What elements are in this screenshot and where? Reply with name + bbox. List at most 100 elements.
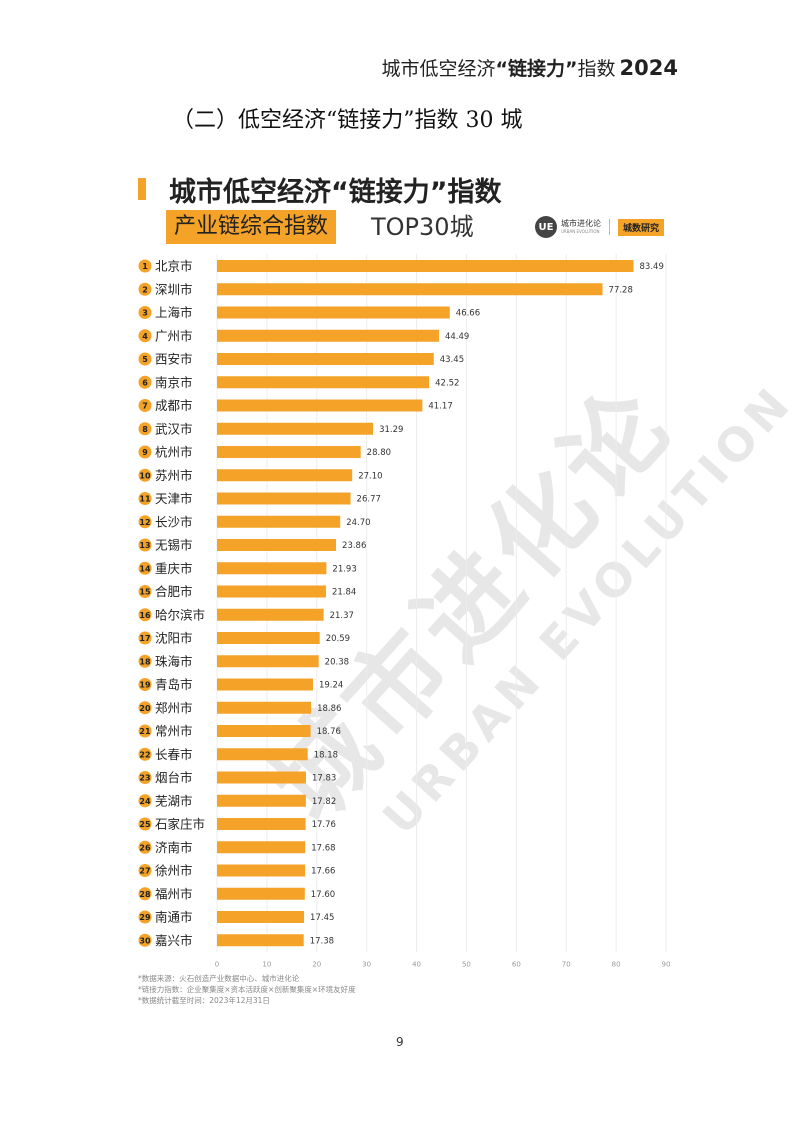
category-label: 广州市 [155, 328, 193, 343]
rank-number: 14 [139, 564, 151, 573]
category-label: 北京市 [155, 259, 193, 274]
rank-badge [138, 840, 152, 854]
category-label: 南京市 [155, 375, 193, 390]
rank-number: 12 [139, 518, 150, 527]
category-label: 沈阳市 [155, 631, 193, 646]
category-label: 石家庄市 [155, 817, 205, 832]
rank-badge [138, 678, 152, 691]
value-label: 17.68 [311, 843, 335, 853]
brand-tag: 城数研究 [618, 218, 665, 236]
category-label: 武汉市 [155, 421, 193, 436]
rank-badge [138, 654, 152, 668]
bar [217, 515, 341, 528]
value-label: 18.86 [317, 704, 341, 714]
category-label: 哈尔滨市 [155, 607, 205, 622]
bar-chart: 0 10 20 30 40 50 60 70 80 90 1 北京市 83.49 2 深圳市 77.28 3 上海… [138, 254, 670, 968]
value-label: 17.45 [310, 913, 334, 923]
bar [217, 329, 439, 342]
x-tick-label: 10 [262, 960, 271, 968]
rank-badge [138, 492, 152, 505]
rank-number: 29 [139, 913, 151, 922]
bar [217, 585, 326, 598]
rank-number: 5 [142, 355, 148, 364]
bar [217, 539, 337, 551]
bar [217, 446, 361, 458]
x-tick-label: 70 [562, 960, 571, 968]
value-label: 27.10 [358, 471, 382, 481]
bar [217, 306, 450, 319]
value-label: 46.66 [456, 309, 480, 319]
value-label: 26.77 [357, 495, 381, 505]
category-label: 常州市 [155, 724, 193, 739]
rank-number: 15 [139, 588, 151, 597]
rank-badge [138, 585, 152, 598]
rank-badge [138, 282, 152, 296]
rank-number: 17 [139, 634, 150, 643]
bar [217, 283, 603, 296]
rank-badge [138, 631, 152, 645]
chart-notes: *数据来源：火石创造产业数据中心、城市进化论 *链接力指数：企业聚集度×资本活跃… [138, 973, 356, 1006]
rank-badge [138, 771, 152, 784]
value-label: 17.83 [312, 774, 336, 784]
category-label: 深圳市 [155, 282, 193, 297]
value-label: 18.76 [317, 727, 341, 737]
rank-badge [138, 817, 152, 831]
bar [217, 260, 634, 272]
rank-number: 11 [139, 495, 151, 504]
x-tick-label: 30 [362, 960, 371, 968]
note-formula: *链接力指数：企业聚集度×资本活跃度×创新聚集度×环境友好度 [138, 985, 356, 994]
rank-number: 3 [142, 309, 148, 318]
bar [217, 469, 353, 482]
bar [217, 841, 306, 854]
rank-badge [138, 538, 152, 552]
rank-number: 16 [139, 611, 151, 620]
category-label: 成都市 [155, 398, 193, 413]
page-number: 9 [396, 1035, 404, 1049]
chart-subtitle-tail: TOP30城 [371, 213, 474, 241]
category-label: 嘉兴市 [155, 933, 193, 948]
x-tick-label: 0 [215, 960, 219, 968]
category-label: 无锡市 [155, 538, 193, 553]
bar [217, 911, 305, 923]
bar [217, 655, 319, 668]
rank-badge [138, 887, 152, 901]
logo-text-en: URBAN EVOLUTION [561, 229, 600, 234]
rank-number: 9 [142, 448, 148, 457]
bar [217, 376, 430, 389]
rank-badge [138, 561, 152, 575]
category-label: 杭州市 [155, 445, 193, 460]
rank-number: 7 [142, 402, 148, 411]
bar [217, 422, 374, 435]
logo-text-cn: 城市进化论 [561, 219, 601, 228]
rank-badge [138, 399, 152, 412]
bar [217, 399, 423, 412]
x-tick-label: 40 [412, 960, 421, 968]
rank-badge [138, 515, 152, 529]
x-tick-label: 80 [612, 960, 621, 968]
bar [217, 632, 320, 644]
value-label: 41.17 [428, 402, 452, 412]
category-label: 西安市 [155, 352, 193, 367]
x-tick-label: 50 [462, 960, 471, 968]
rank-badge [138, 864, 152, 877]
rank-badge [138, 608, 152, 622]
value-label: 17.38 [310, 936, 334, 946]
value-label: 20.59 [326, 634, 350, 644]
bar [217, 794, 306, 807]
category-label: 长沙市 [155, 514, 193, 529]
rank-badge [138, 701, 152, 715]
chart-card: 城市低空经济“链接力”指数 产业链综合指数 TOP30城 UE 城市进化论 UR… [133, 160, 678, 1010]
section-title: （二）低空经济“链接力”指数 30 城 [172, 108, 523, 133]
header-year: 2024 [619, 56, 678, 80]
category-label: 南通市 [155, 910, 193, 925]
value-label: 17.82 [312, 797, 336, 807]
rank-number: 18 [139, 657, 151, 666]
rank-number: 23 [139, 774, 150, 783]
value-label: 28.80 [367, 448, 391, 458]
bar [217, 492, 351, 505]
rank-number: 20 [139, 704, 151, 713]
value-label: 77.28 [609, 285, 633, 295]
logo-divider [609, 219, 610, 235]
note-source: *数据来源：火石创造产业数据中心、城市进化论 [138, 974, 300, 983]
note-date: *数据统计截至时间：2023年12月31日 [138, 996, 270, 1005]
